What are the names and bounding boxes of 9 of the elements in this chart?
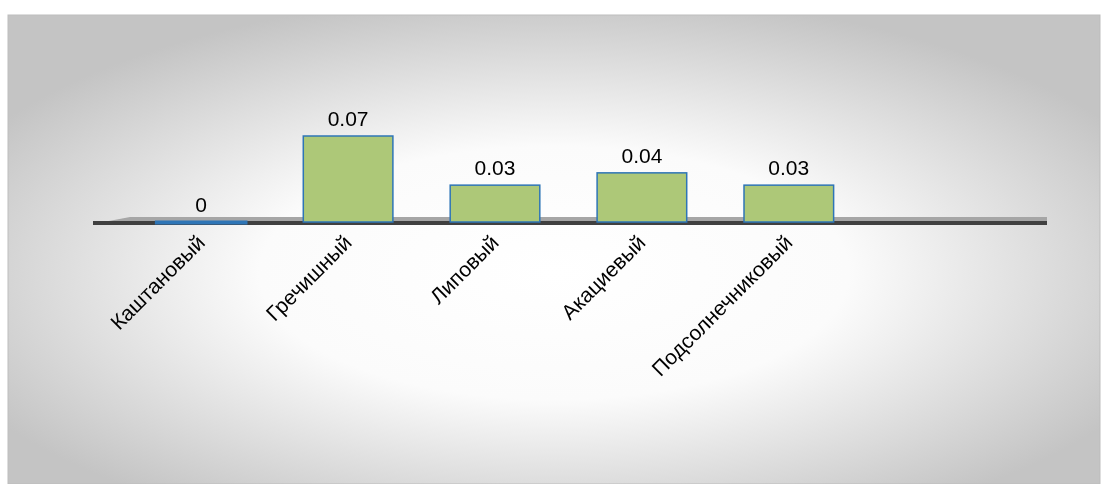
data-label: 0 [195, 193, 208, 216]
bar [743, 184, 835, 223]
bar [449, 184, 541, 223]
data-label: 0.03 [768, 156, 810, 180]
data-label: 0.03 [474, 156, 516, 180]
bar [302, 135, 394, 223]
data-label: 0.04 [621, 143, 663, 167]
bar [596, 172, 688, 223]
data-label: 0.07 [327, 107, 369, 130]
